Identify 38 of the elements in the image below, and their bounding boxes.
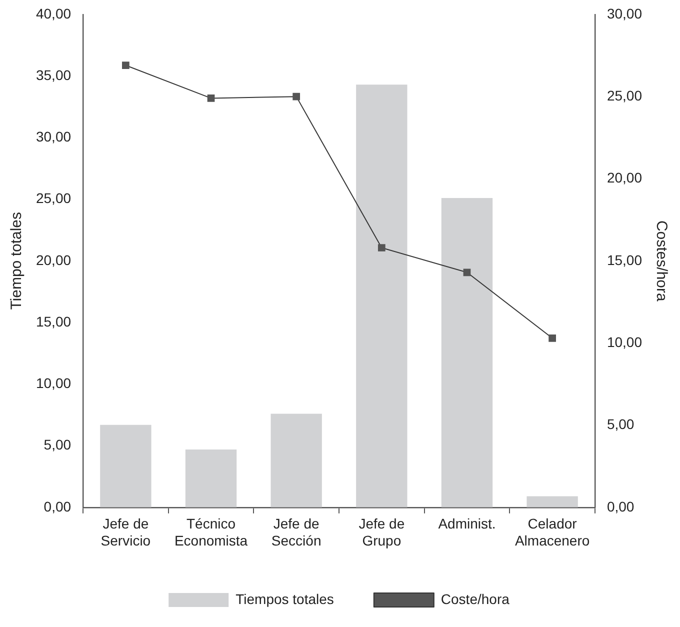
bar (526, 496, 578, 508)
x-tick-label: Jefe de Sección (271, 516, 322, 548)
bar (441, 198, 493, 508)
y2-tick-label: 15,00 (606, 252, 642, 268)
bar (270, 414, 322, 508)
x-tick-label: Celador Almacenero (514, 516, 590, 548)
y-tick-label: 15,00 (36, 313, 72, 330)
bar (100, 424, 152, 508)
y2-tick-label: 30,00 (606, 5, 642, 22)
legend-label: Coste/hora (440, 590, 510, 607)
point (122, 62, 130, 70)
y-tick-label: 35,00 (36, 66, 72, 83)
legend-label: Tiempos totales (236, 590, 334, 607)
point (207, 94, 215, 102)
point (378, 244, 386, 252)
y2-tick-label: 10,00 (606, 334, 642, 350)
y-tick-label: 25,00 (36, 190, 72, 206)
x-tick-label: Técnico Economista (174, 516, 248, 548)
y2-axis-title: Costes/hora (652, 220, 670, 302)
y-tick-label: 10,00 (36, 375, 72, 392)
y2-tick-label: 5,00 (606, 416, 634, 432)
y-tick-label: 0,00 (44, 498, 72, 514)
y2-tick-label: 0,00 (606, 498, 634, 514)
x-tick-label: Jefe de Servicio (100, 516, 151, 548)
point (548, 334, 556, 342)
bar (356, 84, 408, 508)
y-axis-title: Tiempo totales (8, 212, 26, 310)
bar (185, 449, 237, 508)
y2-tick-label: 25,00 (606, 87, 642, 104)
point (292, 92, 300, 100)
y-tick-label: 20,00 (36, 252, 72, 268)
x-tick-label: Jefe de Grupo (358, 516, 405, 548)
y-tick-label: 5,00 (44, 436, 72, 453)
point (463, 268, 471, 276)
y-tick-label: 30,00 (36, 128, 72, 145)
y-tick-label: 40,00 (36, 5, 72, 22)
y2-tick-label: 20,00 (606, 170, 642, 186)
x-tick-label: Administ. (438, 516, 496, 532)
